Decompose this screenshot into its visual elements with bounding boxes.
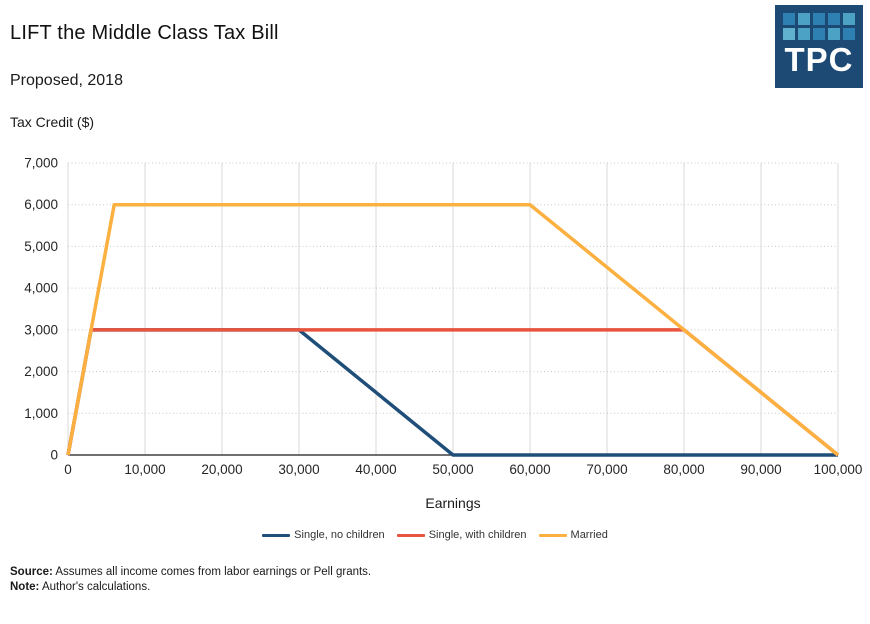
- chart-title: LIFT the Middle Class Tax Bill: [10, 22, 279, 44]
- x-tick-label: 100,000: [814, 462, 863, 477]
- legend-item: Single, no children: [262, 529, 385, 541]
- y-tick-label: 2,000: [24, 364, 58, 379]
- logo-square: [798, 28, 810, 40]
- x-tick-label: 80,000: [663, 462, 704, 477]
- logo-mosaic-icon: [775, 5, 863, 40]
- note-text: Author's calculations.: [41, 581, 151, 593]
- source-line: Source: Assumes all income comes from la…: [10, 565, 371, 580]
- series-line: [66, 328, 840, 457]
- y-axis-unit-label: Tax Credit ($): [10, 114, 95, 130]
- x-tick-label: 90,000: [740, 462, 781, 477]
- legend-swatch-icon: [262, 533, 291, 537]
- x-tick-label: 50,000: [432, 462, 473, 477]
- series-line: [66, 202, 840, 457]
- x-axis-label: Earnings: [425, 495, 481, 511]
- legend-label: Married: [570, 529, 608, 541]
- source-label: Source:: [10, 566, 53, 578]
- logo-square: [783, 28, 795, 40]
- legend-label: Single, no children: [294, 529, 385, 541]
- y-tick-label: 3,000: [24, 322, 58, 337]
- logo-square: [843, 28, 855, 40]
- x-tick-label: 30,000: [278, 462, 319, 477]
- logo-square: [813, 28, 825, 40]
- logo-text: TPC: [784, 41, 854, 78]
- y-tick-label: 1,000: [24, 406, 58, 421]
- footnotes: Source: Assumes all income comes from la…: [10, 565, 371, 595]
- y-tick-label: 4,000: [24, 281, 58, 296]
- legend-swatch-icon: [396, 533, 425, 537]
- x-tick-label: 70,000: [586, 462, 627, 477]
- note-label: Note:: [10, 581, 40, 593]
- x-tick-label: 20,000: [201, 462, 242, 477]
- legend-item: Single, with children: [396, 529, 527, 541]
- legend-swatch-icon: [538, 533, 567, 537]
- chart-subtitle: Proposed, 2018: [10, 72, 123, 89]
- x-tick-label: 40,000: [355, 462, 396, 477]
- note-line: Note: Author's calculations.: [10, 580, 371, 595]
- source-text: Assumes all income comes from labor earn…: [55, 566, 372, 578]
- legend-label: Single, with children: [428, 529, 527, 541]
- x-tick-label: 0: [64, 462, 72, 477]
- logo-square: [843, 13, 855, 25]
- legend-item: Married: [538, 529, 608, 541]
- y-tick-label: 5,000: [24, 239, 58, 254]
- logo-square: [798, 13, 810, 25]
- x-tick-label: 60,000: [509, 462, 550, 477]
- logo-square: [783, 13, 795, 25]
- logo-square: [828, 28, 840, 40]
- y-tick-label: 7,000: [24, 156, 58, 171]
- logo-square: [813, 13, 825, 25]
- y-tick-label: 0: [50, 448, 58, 463]
- chart-legend: Single, no children Single, with children…: [0, 529, 870, 541]
- logo-square: [828, 13, 840, 25]
- x-tick-label: 10,000: [124, 462, 165, 477]
- y-tick-label: 6,000: [24, 197, 58, 212]
- series-line: [66, 328, 838, 457]
- tpc-logo: TPC: [775, 5, 863, 88]
